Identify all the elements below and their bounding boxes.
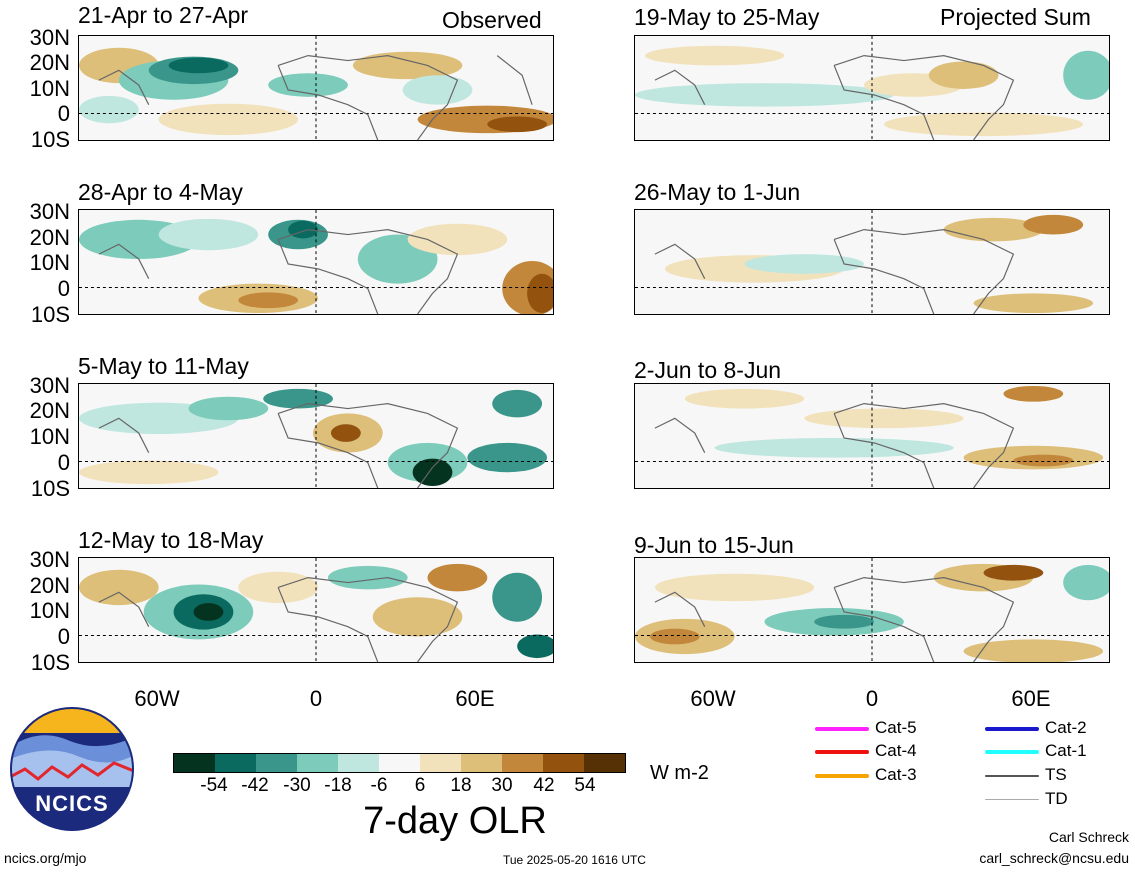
panel-title-2: 28-Apr to 4-May <box>78 179 243 205</box>
lat-label: 0 <box>57 624 70 649</box>
lat-label: 0 <box>57 276 70 301</box>
panel-title-4: 12-May to 18-May <box>78 527 264 553</box>
olr-map-1 <box>78 35 554 141</box>
projected-sum-label: Projected Sum <box>940 4 1091 30</box>
legend-line-swatch <box>985 775 1039 777</box>
colorbar-tick-label: 18 <box>450 775 472 796</box>
lat-label: 10S <box>30 302 70 327</box>
legend-line-swatch <box>815 750 869 754</box>
legend-label: TS <box>1045 765 1067 784</box>
colorbar-tick-label: -54 <box>200 775 228 796</box>
colorbar-swatch <box>215 754 256 772</box>
lat-label: 10N <box>29 598 70 623</box>
lat-label: 20N <box>29 50 70 75</box>
lat-label: 30N <box>29 25 70 50</box>
colorbar-tick-label: 30 <box>491 775 513 796</box>
author-name: Carl Schreck <box>1048 829 1129 845</box>
lon-label: 60E <box>455 686 495 711</box>
olr-map-graphic <box>635 384 1109 488</box>
olr-map-4 <box>78 557 554 663</box>
colorbar-units: W m-2 <box>650 762 709 784</box>
observed-label: Observed <box>442 7 542 33</box>
olr-map-graphic <box>79 384 553 488</box>
panel-title-5: 19-May to 25-May <box>634 4 820 30</box>
colorbar-swatch <box>543 754 584 772</box>
olr-map-graphic <box>79 558 553 662</box>
panel-title-1: 21-Apr to 27-Apr <box>78 2 249 28</box>
legend-label: Cat-2 <box>1045 718 1087 737</box>
colorbar-swatch <box>297 754 338 772</box>
legend-label: Cat-3 <box>875 765 917 784</box>
lat-label: 10N <box>29 424 70 449</box>
lat-label: 10N <box>29 76 70 101</box>
legend-line-swatch <box>985 727 1039 731</box>
colorbar-swatch <box>420 754 461 772</box>
colorbar-tick-label: -6 <box>370 775 388 796</box>
lon-label: 60E <box>1011 686 1051 711</box>
legend-label: Cat-5 <box>875 718 917 737</box>
lat-label: 30N <box>29 199 70 224</box>
legend-label: Cat-4 <box>875 741 917 760</box>
olr-map-graphic <box>635 558 1109 662</box>
author-email: carl_schreck@ncsu.edu <box>979 850 1129 866</box>
colorbar-swatch <box>502 754 543 772</box>
colorbar-swatch <box>584 754 625 772</box>
olr-map-graphic <box>635 210 1109 314</box>
logo-text: NCICS <box>35 791 109 816</box>
lat-label: 20N <box>29 398 70 423</box>
legend-line-swatch <box>985 750 1039 754</box>
colorbar-swatch <box>379 754 420 772</box>
olr-map-graphic <box>635 36 1109 140</box>
lat-label: 20N <box>29 225 70 250</box>
ncics-logo: NCICS <box>10 707 134 831</box>
colorbar-swatch <box>338 754 379 772</box>
lon-label: 0 <box>865 686 879 711</box>
colorbar-swatch <box>461 754 502 772</box>
lat-label: 10N <box>29 250 70 275</box>
legend-line-swatch <box>815 774 869 778</box>
colorbar-tick-label: 42 <box>533 775 555 796</box>
lon-label: 60W <box>134 686 180 711</box>
lat-label: 0 <box>57 450 70 475</box>
colorbar-tick-label: 54 <box>574 775 596 796</box>
timestamp: Tue 2025-05-20 1616 UTC <box>503 853 646 867</box>
lat-label: 30N <box>29 373 70 398</box>
panel-title-8: 9-Jun to 15-Jun <box>634 532 794 558</box>
site-url: ncics.org/mjo <box>4 850 87 866</box>
legend-label: Cat-1 <box>1045 741 1087 760</box>
chart-title: 7-day OLR <box>363 800 547 842</box>
colorbar-swatch <box>174 754 215 772</box>
olr-map-graphic <box>79 210 553 314</box>
legend-line-swatch <box>815 727 869 731</box>
olr-map-2 <box>78 209 554 315</box>
lat-label: 10S <box>30 476 70 501</box>
olr-map-8 <box>634 557 1110 663</box>
olr-map-5 <box>634 35 1110 141</box>
lat-label: 0 <box>57 101 70 126</box>
colorbar-tick-label: -18 <box>324 775 352 796</box>
lat-label: 20N <box>29 573 70 598</box>
olr-map-6 <box>634 209 1110 315</box>
colorbar-ticks: -54 -42 -30 -18 -6 6 18 30 42 54 <box>173 775 626 797</box>
lon-label: 60W <box>690 686 736 711</box>
panel-title-3: 5-May to 11-May <box>78 353 249 379</box>
lon-label: 0 <box>309 686 323 711</box>
colorbar-tick-label: -30 <box>283 775 311 796</box>
ncics-logo-graphic <box>10 707 134 831</box>
lat-label: 30N <box>29 547 70 572</box>
colorbar-tick-label: -42 <box>241 775 269 796</box>
legend-line-swatch <box>985 799 1039 800</box>
olr-map-7 <box>634 383 1110 489</box>
legend-label: TD <box>1045 789 1068 808</box>
lat-label: 10S <box>30 127 70 152</box>
colorbar-tick-label: 6 <box>414 775 426 796</box>
olr-map-3 <box>78 383 554 489</box>
olr-map-graphic <box>79 36 553 140</box>
panel-title-6: 26-May to 1-Jun <box>634 179 801 205</box>
colorbar-swatch <box>256 754 297 772</box>
lat-label: 10S <box>30 650 70 675</box>
colorbar <box>173 753 626 773</box>
panel-title-7: 2-Jun to 8-Jun <box>634 357 782 383</box>
